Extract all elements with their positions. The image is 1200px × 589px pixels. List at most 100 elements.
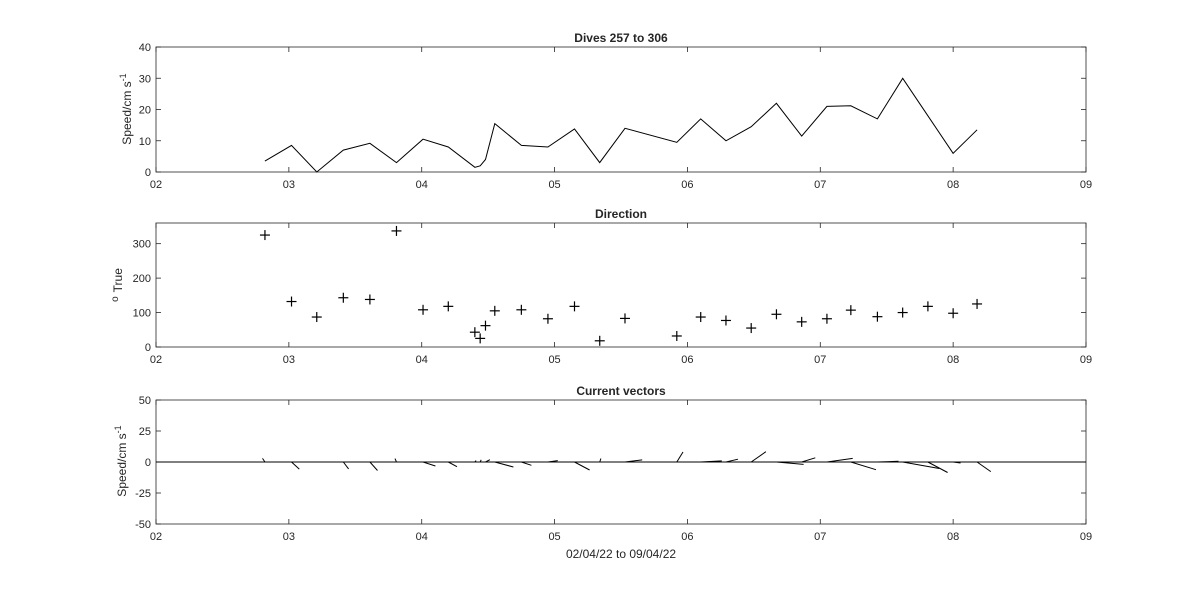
x-tick-label: 07	[814, 354, 826, 366]
y-tick-label: 20	[139, 105, 151, 117]
direction-point	[338, 292, 349, 303]
y-tick-label: 10	[139, 136, 151, 148]
direction-panel-ylabel: oTrue	[110, 268, 125, 302]
y-tick-label: 40	[139, 42, 151, 54]
direction-point	[418, 304, 429, 315]
y-tick-label: -25	[135, 488, 151, 500]
direction-point	[948, 308, 959, 319]
x-tick-label: 09	[1080, 531, 1092, 543]
current-vector	[776, 461, 804, 465]
y-tick-label: 0	[145, 457, 151, 469]
current-vector	[953, 461, 961, 464]
x-tick-label: 02	[150, 531, 162, 543]
direction-point	[364, 294, 375, 305]
direction-point	[922, 301, 933, 312]
x-tick-label: 04	[416, 354, 428, 366]
y-tick-label: 50	[139, 395, 151, 407]
y-tick-label: 30	[139, 73, 151, 85]
y-tick-label: -50	[135, 519, 151, 531]
direction-point	[542, 313, 553, 324]
current-vector	[547, 460, 558, 463]
current-vector	[725, 458, 739, 463]
vector-panel-title: Current vectors	[576, 384, 666, 398]
current-vector	[700, 460, 722, 463]
vector-panel-ylabel: Speed/cm s-1	[113, 425, 129, 496]
x-tick-label: 03	[283, 179, 295, 191]
direction-point	[443, 301, 454, 312]
current-vector	[342, 461, 349, 470]
x-tick-label: 03	[283, 354, 295, 366]
x-tick-label: 02	[150, 179, 162, 191]
x-tick-label: 06	[681, 354, 693, 366]
current-vector	[262, 458, 266, 463]
direction-point	[796, 316, 807, 327]
x-tick-label: 03	[283, 531, 295, 543]
current-vector	[521, 461, 532, 466]
direction-point	[475, 333, 486, 344]
current-vector	[801, 457, 816, 463]
x-tick-label: 04	[416, 531, 428, 543]
axes-box	[155, 222, 1087, 348]
current-vector	[369, 461, 378, 471]
current-vector	[927, 461, 948, 473]
x-tick-label: 07	[814, 179, 826, 191]
direction-point	[469, 327, 480, 338]
direction-point	[480, 320, 491, 331]
x-tick-label: 06	[681, 531, 693, 543]
direction-plot-area: 02 03 04 05 06 07 08 09 0 100 200 300	[133, 222, 1092, 366]
current-vector	[494, 461, 514, 468]
current-vector	[479, 459, 482, 463]
y-tick-label: 0	[145, 167, 151, 179]
x-tick-label: 02	[150, 354, 162, 366]
current-vector	[624, 459, 643, 463]
current-vector	[422, 461, 436, 467]
y-tick-label: 0	[145, 342, 151, 354]
direction-point	[872, 311, 883, 322]
current-vector	[394, 458, 397, 463]
speed-plot-area: 02 03 04 05 06 07 08 09 0 10 20 30 40	[139, 42, 1092, 191]
x-tick-label: 08	[947, 354, 959, 366]
direction-point	[391, 225, 402, 236]
direction-point	[259, 230, 270, 241]
speed-panel-ylabel: Speed/cm s-1	[118, 73, 134, 144]
direction-point	[771, 309, 782, 320]
speed-panel-title: Dives 257 to 306	[574, 31, 668, 45]
x-tick-label: 06	[681, 179, 693, 191]
current-vector	[599, 458, 602, 463]
axes-box	[155, 46, 1087, 173]
current-vector	[750, 451, 767, 463]
direction-point	[746, 323, 757, 334]
current-vector	[676, 451, 684, 463]
current-vector	[291, 461, 300, 470]
y-tick-label: 100	[133, 308, 151, 320]
x-tick-label: 05	[548, 354, 560, 366]
x-tick-label: 08	[947, 179, 959, 191]
current-vector	[448, 461, 458, 468]
x-tick-label: 07	[814, 531, 826, 543]
direction-point	[516, 304, 527, 315]
y-tick-label: 200	[133, 273, 151, 285]
direction-point	[594, 335, 605, 346]
x-tick-label: 09	[1080, 179, 1092, 191]
current-vector	[902, 461, 940, 469]
current-vector	[574, 461, 590, 471]
x-tick-label: 05	[548, 531, 560, 543]
x-tick-label: 05	[548, 179, 560, 191]
current-vector	[485, 459, 491, 463]
current-vector	[976, 461, 992, 473]
x-tick-label: 09	[1080, 354, 1092, 366]
x-tick-label: 04	[416, 179, 428, 191]
y-tick-label: 300	[133, 239, 151, 251]
direction-point	[619, 313, 630, 324]
vector-plot-area: 02 03 04 05 06 07 08 09 50 25 0 -25 -50	[135, 395, 1092, 543]
direction-point	[489, 305, 500, 316]
y-tick-label: 25	[139, 426, 151, 438]
direction-point	[286, 296, 297, 307]
direction-point	[311, 312, 322, 323]
speed-panel: Dives 257 to 306 Speed/cm s-1 02 03 04 05 06…	[118, 31, 1092, 191]
speed-series-line	[264, 77, 978, 173]
current-vector	[850, 461, 877, 471]
current-vector	[826, 457, 853, 463]
vector-panel: Current vectors Speed/cm s-1 02/04/22 to…	[113, 384, 1092, 561]
direction-point	[821, 313, 832, 324]
